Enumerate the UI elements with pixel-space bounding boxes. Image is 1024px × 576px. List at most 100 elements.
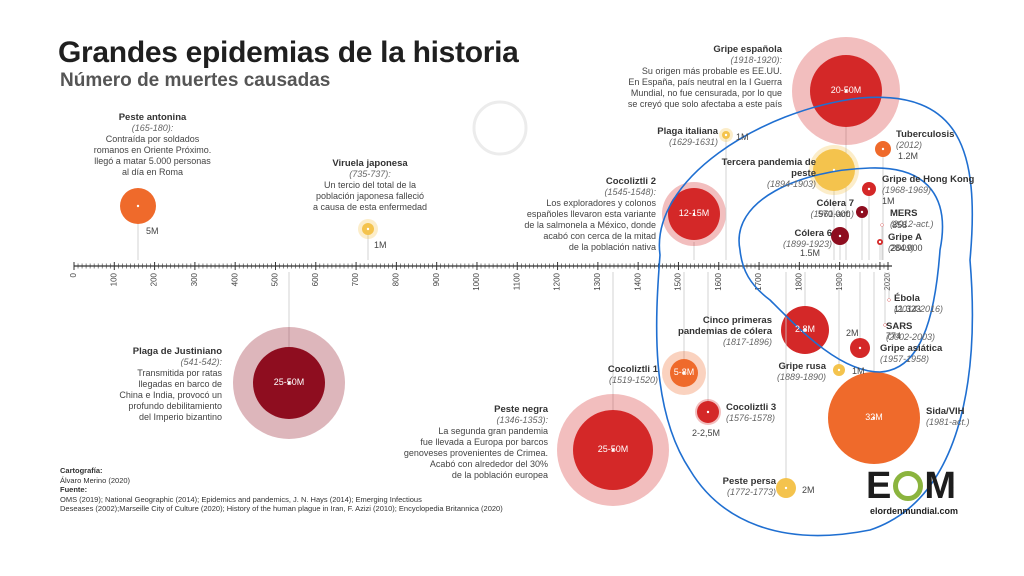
axis-tick-label: 300 [190, 272, 199, 286]
epidemic-dates: (1981-act.) [926, 417, 970, 427]
epidemic-dates: (1817-1896) [722, 337, 772, 347]
label-italiana: Plaga italiana (1629-1631) [640, 126, 718, 148]
axis-tick-label: 200 [150, 272, 159, 286]
epidemic-dates: (1918-1920): [730, 55, 782, 65]
bubble-center-dot [706, 410, 710, 414]
logo-globe-icon [893, 471, 924, 501]
label-asiatica: Gripe asiática (1957-1958) [880, 343, 980, 365]
label-antonina: Peste antonina (165-180): Contraída por so… [70, 112, 235, 178]
epidemic-name: Cinco primeras pandemias de cólera [678, 315, 772, 337]
epidemic-name: Peste negra [494, 404, 548, 415]
epidemic-description-line: Un tercio del total de la [323, 180, 417, 190]
value-label: 12-15M [678, 208, 710, 218]
epidemic-name: Gripe A [888, 232, 922, 243]
epidemic-dates: (735-737): [349, 169, 391, 179]
epidemic-description-line: acabó con cerca de la mitad [543, 231, 656, 241]
epidemic-description-line: población japonesa falleció [315, 191, 425, 201]
bubble-center-dot [887, 298, 891, 302]
epidemic-description-line: Su origen más probable es EE.UU. [641, 66, 782, 76]
epidemic-description-line: Acabó con alrededor del 30% [429, 459, 548, 469]
axis-tick-label: 1600 [714, 272, 723, 290]
epidemic-description-line: fue llevada a Europa por barcos [420, 437, 548, 447]
epidemic-name: Cocoliztli 2 [605, 176, 656, 187]
label-colerapan: Cinco primeras pandemias de cólera (1817-… [676, 315, 772, 348]
epidemic-dates: (2002-2003) [886, 332, 936, 342]
value-label: 1M [852, 366, 865, 376]
label-colera6: Cólera 6 (1899-1923) [744, 228, 832, 250]
epidemic-name: Tuberculosis [896, 129, 955, 140]
value-label: 25-50M [273, 377, 305, 387]
value-label: 1M [882, 196, 895, 206]
epidemic-name: Peste antonina [118, 112, 187, 123]
value-label: 1.2M [898, 151, 919, 161]
epidemic-description-line: a causa de esta enfermedad [312, 202, 428, 212]
bubble-center-dot [832, 168, 836, 172]
axis-tick-label: 500 [271, 272, 280, 286]
value-label: 2M [846, 328, 859, 338]
value-label: 2-2,5M [692, 428, 721, 438]
axis-tick-label: 900 [432, 272, 441, 286]
epidemic-name: Gripe de Hong Kong [882, 174, 975, 185]
axis-tick-label: 1200 [553, 272, 562, 290]
bubble-center-dot [136, 204, 140, 208]
cartography-author: Álvaro Merino (2020) [60, 475, 131, 485]
bubble-center-dot [881, 147, 885, 151]
epidemic-dates: (1957-1958) [880, 354, 930, 364]
epidemic-name: Sida/VIH [926, 406, 965, 417]
value-label: 1.5M [800, 248, 821, 258]
label-hongkong: Gripe de Hong Kong (1968-1969) [882, 174, 992, 196]
bubble-center-dot [867, 187, 871, 191]
epidemic-dates: (1519-1520) [608, 375, 658, 385]
epidemic-dates: (1968-1969) [882, 185, 932, 195]
bubble-center-dot [803, 328, 807, 332]
bubble-center-dot [784, 486, 788, 490]
axis-tick-label: 1100 [512, 272, 521, 290]
bubble-center-dot [611, 448, 615, 452]
epidemic-dates: (165-180): [131, 123, 174, 133]
bubble-center-dot [287, 381, 291, 385]
epidemic-description-line: romanos en Oriente Próximo. [93, 145, 212, 155]
epidemic-name: MERS [890, 208, 918, 219]
value-label: 32M [865, 412, 883, 422]
bubble-center-dot [860, 210, 864, 214]
logo-letter-m: M [924, 465, 958, 507]
bubble-center-dot [844, 89, 848, 93]
bubble-center-dot [692, 212, 696, 216]
axis-tick-label: 100 [109, 272, 118, 286]
epidemic-description-line: Transmitida por ratas [137, 368, 222, 378]
epidemic-dates: (1576-1578) [726, 413, 776, 423]
chart-subtitle: Número de muertes causadas [60, 70, 331, 91]
bubble-center-dot [883, 323, 887, 327]
bubble-center-dot [838, 234, 842, 238]
label-mers: MERS (2012-act.) [890, 208, 990, 230]
value-label: 774 [886, 331, 902, 341]
value-label: 5M [146, 226, 159, 236]
epidemic-dates: (1346-1353): [496, 415, 548, 425]
bubble-center-dot [880, 223, 884, 227]
axis-tick-label: 1800 [794, 272, 803, 290]
epidemic-description-line: españoles llevaron esta variante [526, 209, 656, 219]
axis-tick-label: 1500 [674, 272, 683, 290]
epidemic-name: Viruela japonesa [332, 158, 408, 169]
bubble-center-dot [837, 368, 841, 372]
virus-watermark-icon [472, 100, 528, 156]
epidemic-description-line: del Imperio bizantino [138, 412, 222, 422]
axis-tick-label: 1700 [754, 272, 763, 290]
value-label: 11.323 [894, 304, 921, 314]
label-colera7: Cólera 7 (1961-act.) [756, 198, 854, 220]
epidemic-name: Tercera pandemia de peste [721, 157, 816, 179]
epidemic-name: Ébola [894, 293, 920, 304]
epidemic-dates: (1772-1773) [726, 487, 776, 497]
epidemic-dates: (2012-act.) [890, 219, 934, 229]
epidemic-dates: (1545-1548): [604, 187, 656, 197]
axis-tick-label: 0 [69, 272, 78, 277]
bubble-center-dot [858, 346, 862, 350]
epidemic-dates: (2009) [888, 243, 915, 253]
value-label: 858 [892, 220, 908, 230]
epidemic-name: Plaga de Justiniano [132, 346, 222, 357]
epidemic-description-line: Contraída por soldados [105, 134, 200, 144]
axis-tick-label: 1400 [633, 272, 642, 290]
bubble-center-dot [872, 416, 876, 420]
label-tuberculosis: Tuberculosis (2012) [896, 129, 986, 151]
